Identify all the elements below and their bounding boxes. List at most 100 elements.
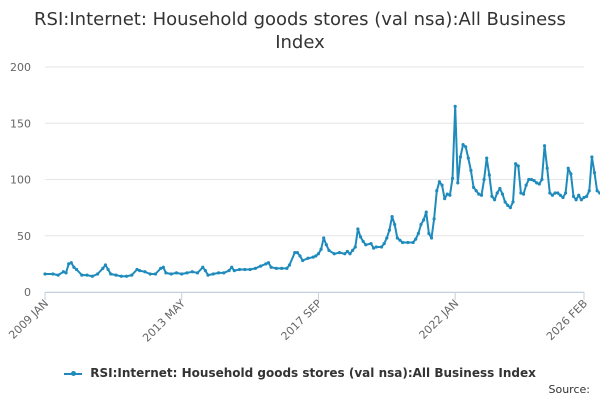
- data-point-134[interactable]: [521, 192, 526, 196]
- data-point-135[interactable]: [524, 183, 528, 187]
- data-point-49[interactable]: [264, 262, 268, 266]
- data-point-27[interactable]: [161, 265, 165, 269]
- data-point-14[interactable]: [103, 263, 108, 267]
- data-point-78[interactable]: [364, 243, 368, 247]
- data-point-15[interactable]: [106, 267, 110, 272]
- data-point-131[interactable]: [514, 162, 518, 166]
- data-point-113[interactable]: [466, 156, 470, 160]
- data-point-104[interactable]: [443, 197, 447, 201]
- data-point-91[interactable]: [406, 240, 410, 245]
- data-point-76[interactable]: [358, 235, 363, 239]
- data-point-122[interactable]: [490, 194, 494, 198]
- data-point-161[interactable]: [592, 171, 597, 175]
- data-point-68[interactable]: [332, 252, 336, 256]
- data-point-52[interactable]: [274, 266, 278, 270]
- data-point-83[interactable]: [382, 242, 386, 246]
- data-point-45[interactable]: [243, 267, 247, 272]
- data-point-159[interactable]: [587, 189, 591, 193]
- data-point-74[interactable]: [353, 245, 357, 249]
- data-point-94[interactable]: [416, 231, 420, 236]
- data-point-148[interactable]: [558, 193, 562, 197]
- data-point-9[interactable]: [80, 273, 84, 277]
- data-point-46[interactable]: [248, 267, 252, 272]
- data-point-43[interactable]: [232, 269, 236, 273]
- data-point-118[interactable]: [479, 193, 484, 197]
- data-point-2[interactable]: [56, 273, 60, 277]
- data-point-108[interactable]: [453, 104, 457, 108]
- data-point-31[interactable]: [180, 272, 184, 276]
- data-point-42[interactable]: [230, 265, 234, 269]
- data-point-97[interactable]: [424, 210, 428, 214]
- data-point-4[interactable]: [64, 271, 68, 275]
- data-point-160[interactable]: [590, 155, 594, 159]
- data-point-149[interactable]: [561, 195, 565, 200]
- data-point-150[interactable]: [563, 191, 568, 195]
- data-point-21[interactable]: [135, 267, 139, 272]
- data-point-3[interactable]: [61, 270, 66, 274]
- data-point-37[interactable]: [206, 273, 210, 277]
- data-point-6[interactable]: [69, 261, 73, 265]
- data-point-0[interactable]: [43, 272, 47, 276]
- data-point-112[interactable]: [464, 145, 468, 149]
- data-point-8[interactable]: [74, 267, 79, 272]
- data-point-105[interactable]: [445, 192, 449, 196]
- data-point-23[interactable]: [143, 270, 147, 274]
- data-point-71[interactable]: [345, 249, 349, 254]
- data-point-136[interactable]: [527, 177, 531, 182]
- data-point-7[interactable]: [72, 265, 76, 269]
- data-point-51[interactable]: [269, 265, 273, 269]
- data-point-25[interactable]: [153, 272, 158, 276]
- data-point-99[interactable]: [429, 236, 434, 240]
- data-point-11[interactable]: [90, 274, 94, 278]
- data-point-137[interactable]: [529, 177, 534, 182]
- data-point-34[interactable]: [195, 271, 200, 275]
- data-point-84[interactable]: [385, 236, 389, 240]
- data-point-114[interactable]: [469, 168, 473, 173]
- data-point-121[interactable]: [487, 173, 491, 177]
- data-point-145[interactable]: [550, 193, 555, 197]
- data-point-1[interactable]: [51, 272, 55, 276]
- data-point-129[interactable]: [508, 206, 512, 210]
- data-point-157[interactable]: [582, 195, 586, 200]
- data-point-61[interactable]: [311, 255, 315, 259]
- data-point-50[interactable]: [266, 261, 271, 265]
- data-point-48[interactable]: [259, 264, 263, 268]
- data-point-130[interactable]: [511, 200, 515, 204]
- data-point-28[interactable]: [164, 271, 168, 275]
- data-point-19[interactable]: [124, 274, 129, 278]
- data-point-116[interactable]: [474, 189, 478, 193]
- data-point-138[interactable]: [532, 179, 536, 183]
- data-point-30[interactable]: [174, 271, 179, 275]
- data-point-67[interactable]: [327, 248, 331, 252]
- data-point-38[interactable]: [211, 272, 215, 276]
- data-point-109[interactable]: [456, 181, 460, 185]
- data-point-102[interactable]: [437, 180, 441, 184]
- data-point-16[interactable]: [109, 272, 113, 276]
- data-point-79[interactable]: [369, 242, 373, 246]
- data-point-155[interactable]: [577, 193, 581, 197]
- data-point-86[interactable]: [390, 215, 394, 219]
- data-point-106[interactable]: [448, 193, 452, 197]
- data-point-12[interactable]: [95, 272, 100, 276]
- data-point-133[interactable]: [519, 191, 523, 195]
- data-point-57[interactable]: [295, 251, 300, 255]
- data-point-127[interactable]: [503, 200, 507, 204]
- data-point-151[interactable]: [566, 166, 570, 170]
- data-point-80[interactable]: [372, 246, 376, 250]
- data-point-59[interactable]: [301, 258, 305, 263]
- data-point-153[interactable]: [571, 194, 576, 198]
- data-point-89[interactable]: [398, 238, 402, 242]
- data-point-123[interactable]: [493, 198, 497, 202]
- data-point-81[interactable]: [374, 245, 378, 249]
- data-point-115[interactable]: [471, 185, 476, 189]
- source-label[interactable]: Source:: [548, 383, 591, 396]
- data-point-72[interactable]: [348, 252, 352, 256]
- legend[interactable]: RSI:Internet: Household goods stores (va…: [0, 366, 600, 380]
- data-point-143[interactable]: [545, 166, 549, 170]
- data-point-33[interactable]: [190, 270, 194, 274]
- data-point-54[interactable]: [285, 266, 289, 270]
- data-point-103[interactable]: [440, 183, 444, 187]
- data-point-147[interactable]: [556, 191, 560, 195]
- data-point-120[interactable]: [485, 156, 489, 160]
- data-point-111[interactable]: [461, 143, 465, 147]
